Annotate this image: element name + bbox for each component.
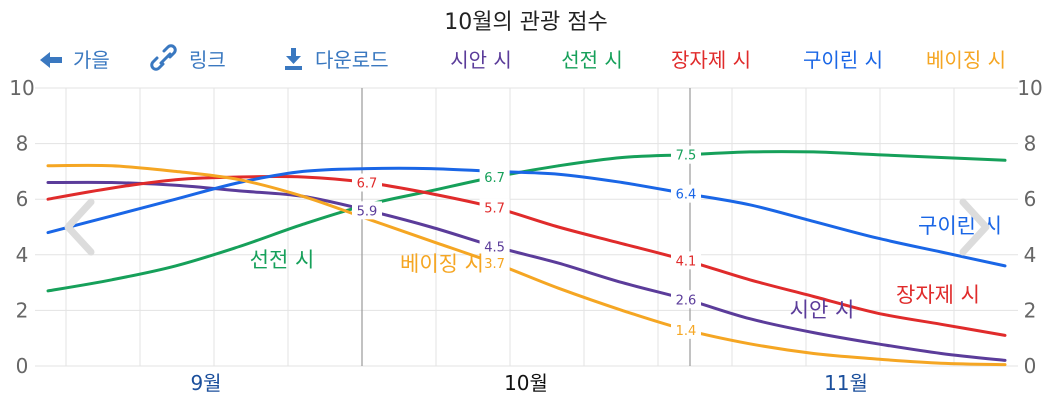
y-tick-right-2: 4 xyxy=(1024,243,1037,267)
data-label-bg-zhangjiajie-2 xyxy=(671,251,701,270)
data-label-bg-beijing-1 xyxy=(671,320,701,339)
y-tick-left-2: 4 xyxy=(16,243,29,267)
y-tick-right-1: 2 xyxy=(1024,298,1037,322)
y-tick-left-0: 0 xyxy=(16,354,29,378)
arrow-left-icon xyxy=(40,52,62,68)
legend-item-zhangjiajie[interactable]: 장자제 시 xyxy=(671,48,751,72)
y-tick-right-4: 8 xyxy=(1024,132,1037,156)
y-axis-right: 0 2 4 6 8 10 xyxy=(1017,76,1042,378)
y-axis-left: 0 2 4 6 8 10 xyxy=(9,76,34,378)
data-label-bg-zhangjiajie-1 xyxy=(479,198,510,217)
next-arrow-button[interactable] xyxy=(959,198,990,256)
chevron-left-icon xyxy=(64,198,95,256)
y-tick-left-5: 10 xyxy=(9,76,34,100)
data-label-xian-0: 5.9 xyxy=(357,204,378,219)
legend-item-guilin[interactable]: 구이린 시 xyxy=(803,48,883,72)
x-axis: 9월 10월 11월 xyxy=(190,371,867,395)
data-label-bg-shenzhen-1 xyxy=(671,145,701,164)
data-label-xian-1: 4.5 xyxy=(484,240,505,255)
y-tick-right-3: 6 xyxy=(1024,187,1037,211)
inline-label-beijing: 베이징 시 xyxy=(400,252,484,276)
inline-label-xian: 시안 시 xyxy=(790,298,855,322)
x-tick-0: 9월 xyxy=(190,371,221,395)
data-label-bg-guilin-0 xyxy=(671,184,701,203)
inline-label-shenzhen: 선전 시 xyxy=(250,248,315,272)
y-tick-left-1: 2 xyxy=(16,298,29,322)
series-line-beijing xyxy=(46,163,1007,367)
data-label-beijing-1: 1.4 xyxy=(676,324,697,339)
data-label-bg-shenzhen-0 xyxy=(479,167,510,186)
data-label-zhangjiajie-1: 5.7 xyxy=(484,202,505,217)
y-tick-left-3: 6 xyxy=(16,187,29,211)
legend-item-xian[interactable]: 시안 시 xyxy=(450,48,512,72)
series-line-guilin xyxy=(46,166,1007,268)
chevron-right-icon xyxy=(959,198,990,256)
series-lines xyxy=(46,150,1007,367)
link-button-label: 링크 xyxy=(189,48,226,72)
inline-label-zhangjiajie: 장자제 시 xyxy=(896,283,980,307)
y-tick-right-0: 0 xyxy=(1024,354,1037,378)
legend-item-beijing[interactable]: 베이징 시 xyxy=(926,48,1006,72)
data-label-bg-zhangjiajie-0 xyxy=(352,173,382,192)
chart-legend: 시안 시 선전 시 장자제 시 구이린 시 베이징 시 xyxy=(450,48,1006,72)
data-label-bg-xian-1 xyxy=(479,237,510,256)
chart-title: 10월의 관광 점수 xyxy=(444,10,607,35)
data-label-xian-2: 2.6 xyxy=(676,293,697,308)
series-line-xian xyxy=(46,180,1007,362)
back-button-label: 가을 xyxy=(73,48,110,72)
data-labels: 5.9 4.5 2.6 6.7 7.5 6.7 5.7 4.1 6.4 3.7 1.4 xyxy=(352,145,701,339)
y-tick-left-4: 8 xyxy=(16,132,29,156)
inline-label-guilin: 구이린 시 xyxy=(918,214,1002,238)
prev-arrow-button[interactable] xyxy=(64,198,95,256)
data-label-shenzhen-0: 6.7 xyxy=(484,171,505,186)
data-label-bg-xian-2 xyxy=(671,290,701,309)
data-label-bg-xian-0 xyxy=(352,201,382,220)
x-tick-1: 10월 xyxy=(504,371,548,395)
data-label-beijing-0: 3.7 xyxy=(484,257,505,272)
data-label-zhangjiajie-2: 4.1 xyxy=(676,254,697,269)
back-button[interactable]: 가을 xyxy=(40,48,110,72)
data-label-shenzhen-1: 7.5 xyxy=(676,149,697,164)
x-tick-2: 11월 xyxy=(824,371,868,395)
data-label-zhangjiajie-0: 6.7 xyxy=(357,177,378,192)
data-label-bg-beijing-0 xyxy=(479,254,510,273)
download-button[interactable]: 다운로드 xyxy=(285,48,389,72)
series-line-zhangjiajie xyxy=(46,174,1007,337)
y-tick-right-5: 10 xyxy=(1017,76,1042,100)
link-icon xyxy=(150,44,177,71)
link-button[interactable]: 링크 xyxy=(150,44,226,72)
download-icon xyxy=(285,48,302,70)
legend-item-shenzhen[interactable]: 선전 시 xyxy=(561,48,623,72)
download-button-label: 다운로드 xyxy=(315,48,389,72)
data-label-guilin-0: 6.4 xyxy=(676,188,697,203)
chart-grid xyxy=(35,87,1018,367)
